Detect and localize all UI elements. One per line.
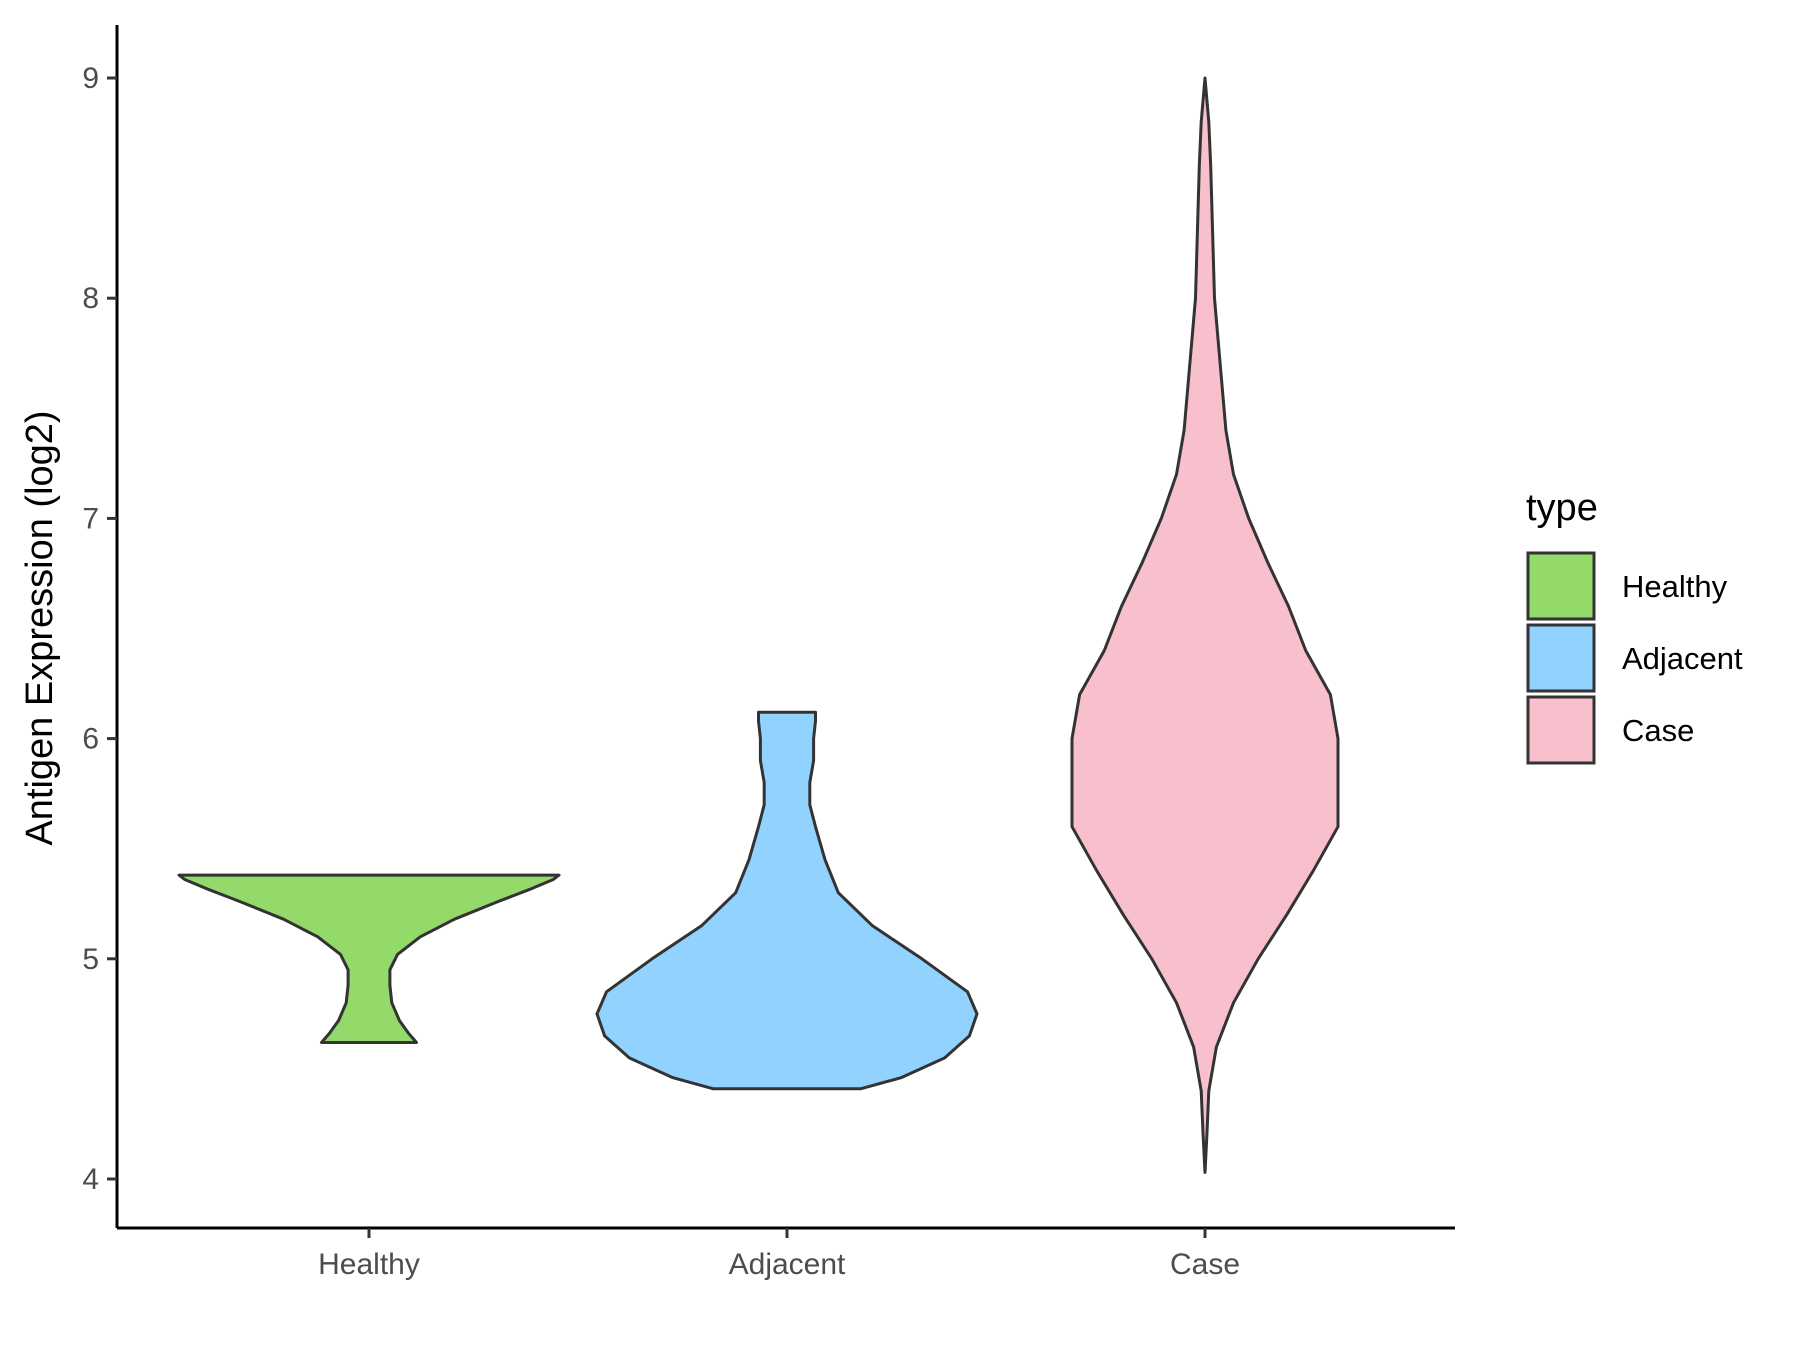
legend-swatch-healthy <box>1526 551 1596 621</box>
y-axis: 4 5 6 7 8 9 <box>82 25 119 1228</box>
legend-label: Adjacent <box>1622 641 1743 676</box>
x-tick-label: Healthy <box>318 1248 420 1281</box>
legend-title: type <box>1526 487 1598 529</box>
y-tick-label: 7 <box>82 502 99 535</box>
violin-healthy <box>177 873 561 1044</box>
y-tick-label: 8 <box>82 282 99 315</box>
legend-swatch-case <box>1526 695 1596 765</box>
legend-swatch-adjacent <box>1526 623 1596 693</box>
x-tick-label: Adjacent <box>729 1248 846 1281</box>
x-tick-label: Case <box>1170 1248 1240 1281</box>
violin-layer <box>177 76 1340 1174</box>
violin-case <box>1070 76 1340 1174</box>
legend-label: Healthy <box>1622 569 1728 604</box>
violin-adjacent <box>595 710 979 1091</box>
legend-label: Case <box>1622 713 1694 748</box>
x-axis: Healthy Adjacent Case <box>117 1226 1455 1281</box>
y-tick-label: 5 <box>82 943 99 976</box>
y-tick-label: 6 <box>82 723 99 756</box>
y-tick-label: 9 <box>82 62 99 95</box>
y-tick-label: 4 <box>82 1163 99 1196</box>
y-axis-title: Antigen Expression (log2) <box>19 410 61 845</box>
legend: type Healthy Adjacent Case <box>1526 487 1743 765</box>
